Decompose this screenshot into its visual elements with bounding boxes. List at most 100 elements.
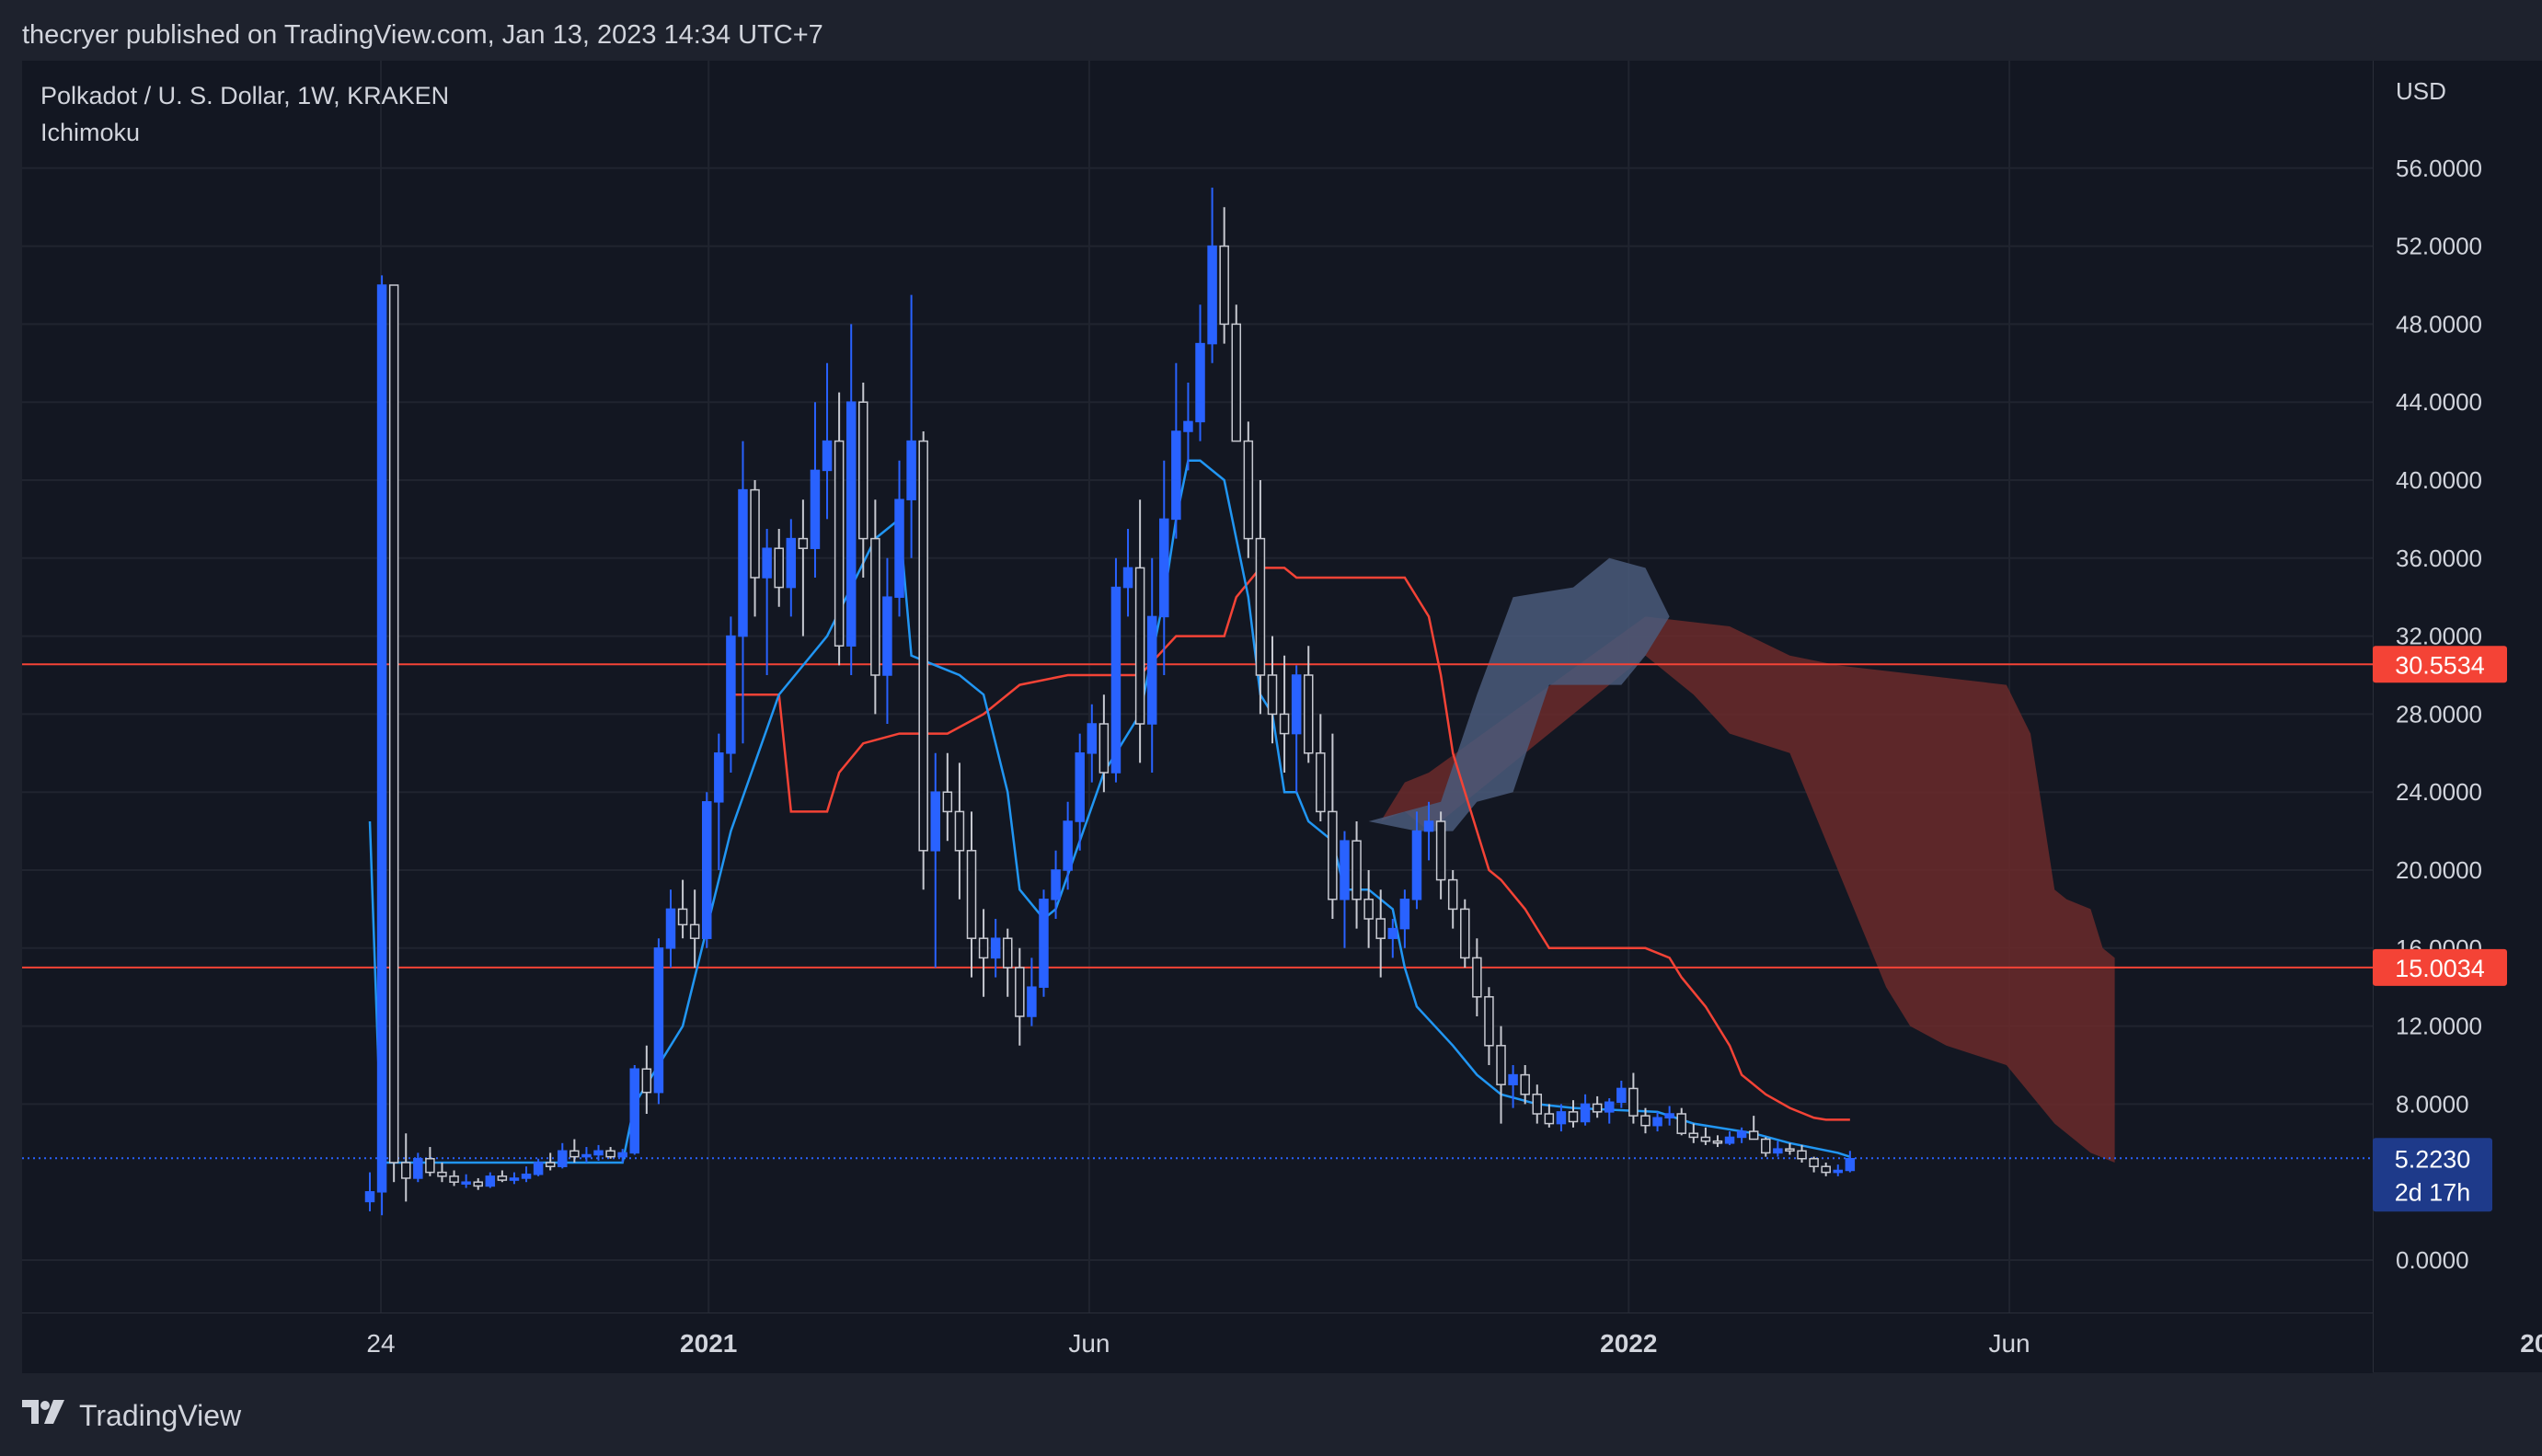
candle	[990, 919, 1001, 978]
candle-body	[1435, 820, 1446, 881]
candle-body	[1122, 567, 1133, 589]
candle-body	[1207, 245, 1217, 345]
time-axis[interactable]	[22, 1313, 2373, 1373]
candle	[521, 1166, 532, 1183]
candle-body	[1736, 1130, 1747, 1139]
y-tick-label: 56.0000	[2396, 155, 2482, 182]
candle-body	[1387, 927, 1398, 939]
last-price-label: 5.2230	[2395, 1145, 2471, 1173]
candle-body	[882, 596, 892, 676]
candle-body	[545, 1162, 556, 1167]
candle	[954, 762, 965, 900]
indicator-title[interactable]: Ichimoku	[40, 119, 141, 146]
price-tags: 30.5534 15.0034 5.2230 2d 17h	[2373, 646, 2507, 1212]
candle	[1736, 1127, 1747, 1143]
candle-body	[786, 537, 797, 589]
candle-body	[593, 1150, 604, 1156]
candle-body	[1340, 840, 1350, 900]
candle-body	[1580, 1103, 1591, 1123]
candle	[1352, 821, 1362, 929]
candle-body	[689, 923, 700, 939]
candle	[461, 1174, 471, 1188]
x-tick-label: 2021	[680, 1329, 737, 1358]
candle	[1845, 1151, 1856, 1173]
candle	[1195, 304, 1205, 441]
candle-body	[1761, 1138, 1771, 1154]
candle	[906, 294, 916, 558]
candle	[641, 1045, 652, 1114]
candle-body	[1568, 1111, 1579, 1123]
candle	[485, 1172, 496, 1188]
candle	[870, 499, 880, 715]
candle-body	[1833, 1169, 1844, 1174]
footer-brand[interactable]: TradingView	[22, 1393, 241, 1438]
candle-body	[834, 440, 845, 647]
candle	[569, 1139, 580, 1163]
level-price-label: 15.0034	[2395, 955, 2485, 982]
candle-body	[1255, 537, 1266, 676]
candle-body	[497, 1175, 508, 1181]
candle	[1146, 557, 1157, 773]
candle-body	[845, 401, 857, 647]
tradingview-logo-icon	[22, 1393, 68, 1438]
candle	[1110, 557, 1121, 783]
candle-body	[762, 547, 772, 579]
candle-body	[617, 1152, 627, 1158]
candle-body	[677, 908, 688, 926]
candle	[1063, 801, 1073, 890]
candle-body	[918, 440, 928, 852]
candle	[364, 1172, 375, 1211]
candle	[786, 519, 797, 617]
level-price-label: 30.5534	[2395, 651, 2485, 679]
candle-body	[1712, 1140, 1723, 1144]
candle	[605, 1147, 615, 1159]
candle-body	[1496, 1045, 1506, 1085]
y-tick-label: 8.0000	[2396, 1090, 2469, 1118]
candle	[1568, 1100, 1579, 1128]
cloud-bullish	[1368, 557, 1670, 831]
candle	[413, 1152, 423, 1183]
candle	[449, 1170, 459, 1187]
candle-body	[810, 469, 821, 549]
candle-body	[413, 1158, 423, 1179]
candle	[1002, 928, 1013, 997]
candle-body	[1110, 586, 1121, 774]
candle	[822, 362, 833, 520]
candle	[593, 1144, 604, 1161]
candle-body	[1616, 1087, 1627, 1104]
candle	[1592, 1095, 1603, 1118]
candle	[1279, 655, 1290, 773]
candle-body	[798, 537, 809, 549]
candle	[1700, 1127, 1711, 1145]
candle-body	[388, 284, 399, 1164]
candle	[1122, 529, 1133, 617]
candle	[1724, 1131, 1735, 1145]
candle	[1231, 304, 1242, 442]
candle	[858, 383, 868, 578]
bar-countdown-label: 2d 17h	[2395, 1178, 2471, 1206]
candle-body	[1087, 723, 1098, 754]
candle	[1291, 665, 1302, 793]
horizontal-lines	[22, 663, 2373, 969]
candle	[750, 480, 760, 617]
candle	[882, 557, 892, 724]
candle-body	[1279, 713, 1290, 735]
candle	[1520, 1065, 1530, 1105]
candle-body	[906, 440, 916, 500]
candle	[774, 529, 784, 607]
candle	[1051, 850, 1061, 919]
y-tick-label: 40.0000	[2396, 466, 2482, 494]
candle-body	[1748, 1130, 1759, 1141]
chart-legend[interactable]: Polkadot / U. S. Dollar, 1W, KRAKEN Ichi…	[40, 77, 449, 151]
candle-body	[581, 1153, 592, 1158]
candle	[1773, 1141, 1783, 1157]
symbol-title[interactable]: Polkadot / U. S. Dollar, 1W, KRAKEN	[40, 82, 450, 109]
candle	[1652, 1111, 1662, 1132]
candle	[1039, 889, 1049, 997]
x-tick-label: 2022	[1600, 1329, 1657, 1358]
candle-body	[533, 1162, 544, 1175]
candle-body	[1363, 899, 1374, 920]
candle-body	[1219, 245, 1229, 326]
